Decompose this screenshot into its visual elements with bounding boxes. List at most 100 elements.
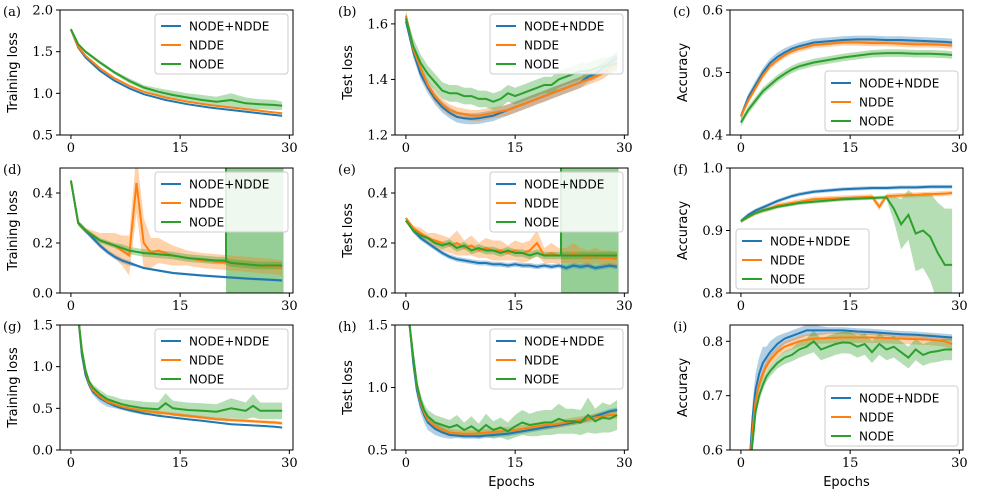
- panel-c: 0 15 300.40.50.6(c)Accuracy NODE+NDDENDDENO…: [673, 4, 968, 157]
- series-band-node-ndde: [750, 325, 953, 450]
- series-band-ndde: [405, 216, 618, 267]
- legend-label: NDDE: [189, 39, 224, 53]
- legend-label: NODE: [859, 115, 894, 129]
- y-tick-label: 0.0: [367, 287, 388, 302]
- series-line-ndde: [78, 325, 283, 425]
- y-tick-label: 2.0: [32, 4, 53, 19]
- legend-label: NDDE: [189, 354, 224, 368]
- y-axis-label: Accuracy: [676, 201, 691, 261]
- legend: NODE+NDDE NDDE NODE: [489, 328, 624, 390]
- y-tick-label: 1.5: [367, 319, 388, 334]
- x-tick-label: 0: [402, 299, 410, 314]
- series-line-node-ndde: [740, 185, 953, 222]
- x-tick-label: 15: [507, 141, 524, 156]
- series-band-node: [70, 179, 283, 270]
- y-tick-label: 0.5: [367, 444, 388, 459]
- series-band-node-ndde: [409, 325, 618, 439]
- y-axis-label: Training loss: [6, 347, 21, 429]
- legend: NODE+NDDE NDDE NODE: [154, 328, 289, 390]
- series-band-node-ndde: [740, 184, 953, 223]
- series-line-ndde: [404, 15, 618, 117]
- x-tick-label: 0: [737, 456, 745, 471]
- legend-label: NDDE: [189, 197, 224, 211]
- panel-label: (a): [3, 5, 21, 20]
- legend-label: NODE+NDDE: [189, 20, 269, 34]
- series-band-node: [740, 189, 953, 293]
- series-line-node-ndde: [749, 329, 953, 450]
- panel-label: (f): [673, 163, 688, 178]
- x-tick-label: 30: [616, 456, 633, 471]
- y-tick-label: 0.5: [32, 402, 53, 417]
- legend: NODE+NDDE NDDE NODE: [154, 13, 289, 75]
- legend-label: NODE: [189, 216, 224, 230]
- x-tick-label: 15: [172, 456, 189, 471]
- series-band-ndde: [405, 10, 618, 122]
- x-axis-label: Epochs: [488, 475, 535, 490]
- legend: NODE+NDDE NDDE NODE: [154, 171, 289, 233]
- y-tick-label: 1.6: [367, 17, 388, 32]
- panel-label: (i): [673, 320, 687, 335]
- series-band-node: [405, 12, 618, 110]
- y-tick-label: 0.0: [32, 287, 53, 302]
- x-tick-label: 15: [172, 141, 189, 156]
- y-tick-label: 0.0: [32, 444, 53, 459]
- series-band-node: [70, 28, 283, 110]
- legend-frame: [489, 13, 624, 75]
- y-tick-label: 0.2: [367, 237, 388, 252]
- series-line-node: [740, 196, 953, 266]
- legend-frame: [489, 328, 624, 390]
- y-tick-label: 0.4: [367, 187, 388, 202]
- panel-h: 0 15 30 0.5 1.0 1.5 (h) Test loss Epochs NODE+NDD…: [338, 319, 633, 491]
- axes-frame: [59, 324, 294, 451]
- y-tick-label: 1.0: [32, 360, 53, 375]
- x-tick-label: 30: [281, 456, 298, 471]
- series-line-node-ndde: [69, 28, 283, 117]
- y-tick-label: 1.0: [367, 381, 388, 396]
- y-tick-label: 0.6: [702, 4, 723, 19]
- y-tick-label: 0.9: [702, 224, 723, 239]
- legend: NODE+NDDE NDDE NODE: [824, 385, 959, 447]
- series-band-node: [405, 219, 618, 260]
- legend-frame: [824, 385, 959, 447]
- series-line-node: [750, 339, 953, 450]
- legend-frame: [735, 228, 870, 290]
- x-tick-label: 15: [172, 299, 189, 314]
- y-axis-label: Test loss: [341, 203, 356, 259]
- y-tick-label: 0.6: [702, 444, 723, 459]
- panel-g: 0 15 30 0.0 0.5 1.0 1.5 (g) Training loss NODE+ND…: [3, 319, 298, 472]
- legend: NODE+NDDE NDDE NODE: [824, 70, 959, 132]
- legend-label: NODE: [189, 373, 224, 387]
- y-axis-label: Training loss: [6, 190, 21, 272]
- series-line-node: [740, 52, 953, 124]
- y-axis-label: Test loss: [341, 45, 356, 101]
- y-tick-label: 1.5: [32, 319, 53, 334]
- panel-d: 0 15 300.00.20.4(d)Training lossNODE+NDDEN…: [3, 163, 298, 314]
- y-tick-label: 1.0: [32, 87, 53, 102]
- series-band-ndde: [751, 332, 953, 450]
- series-line-node: [78, 325, 283, 413]
- legend-label: NDDE: [770, 254, 805, 268]
- series-line-ndde: [69, 28, 283, 115]
- y-tick-label: 1.5: [32, 45, 53, 60]
- axes-frame: [59, 167, 294, 294]
- legend-label: NDDE: [524, 197, 559, 211]
- series-line-node-ndde: [739, 38, 953, 117]
- y-tick-label: 1.2: [367, 129, 388, 144]
- panel-label: (g): [3, 320, 21, 335]
- legend-label: NODE+NDDE: [189, 335, 269, 349]
- series-line-ndde: [408, 325, 618, 435]
- panel-label: (h): [338, 320, 357, 335]
- x-tick-label: 0: [737, 141, 745, 156]
- y-axis-label: Training loss: [6, 32, 21, 114]
- legend: NODE+NDDE NDDE NODE: [489, 171, 624, 233]
- series-line-node-ndde: [69, 180, 283, 282]
- x-tick-label: 15: [842, 456, 859, 471]
- y-tick-label: 0.2: [32, 237, 53, 252]
- legend-label: NODE+NDDE: [189, 178, 269, 192]
- x-tick-label: 15: [507, 299, 524, 314]
- series-line-node: [405, 219, 618, 257]
- axes-frame: [59, 9, 294, 136]
- legend: NODE+NDDE NDDE NODE: [735, 228, 870, 290]
- panel-label: (c): [673, 5, 690, 20]
- legend-frame: [154, 328, 289, 390]
